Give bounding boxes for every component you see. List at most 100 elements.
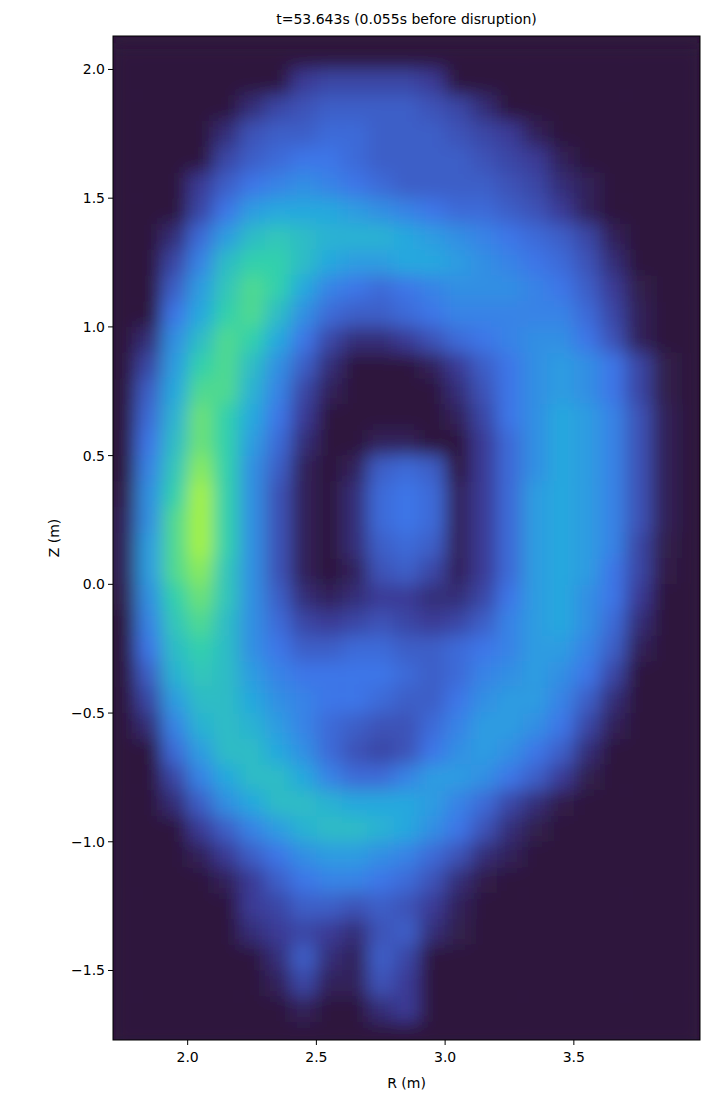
heatmap-cell [342, 533, 368, 559]
heatmap-cell [213, 533, 239, 559]
heatmap-cell [316, 507, 342, 533]
heatmap-cell [419, 970, 445, 996]
heatmap-cell [497, 198, 523, 224]
heatmap-cell [471, 790, 497, 816]
heatmap-cell [625, 172, 651, 198]
heatmap-cell [213, 507, 239, 533]
heatmap-cell [600, 69, 626, 95]
heatmap-cell [368, 610, 394, 636]
heatmap-cell [265, 404, 291, 430]
heatmap-cell [471, 945, 497, 971]
heatmap-cell [445, 507, 471, 533]
heatmap-cell [394, 584, 420, 610]
y-tick [108, 970, 113, 971]
heatmap-cell [136, 353, 162, 379]
heatmap-cell [342, 507, 368, 533]
plot-background [113, 36, 700, 1040]
heatmap-cell [368, 198, 394, 224]
heatmap-cell [445, 945, 471, 971]
heatmap-cell [162, 121, 188, 147]
heatmap-cell [368, 1022, 394, 1040]
heatmap-cell [497, 765, 523, 791]
heatmap-cell [522, 739, 548, 765]
heatmap-cell [574, 816, 600, 842]
heatmap-cell [265, 790, 291, 816]
heatmap-cell [445, 250, 471, 276]
heatmap-cell [574, 378, 600, 404]
heatmap-cell [548, 713, 574, 739]
heatmap-cell [600, 636, 626, 662]
heatmap-cell [113, 970, 137, 996]
heatmap-cell [625, 739, 651, 765]
heatmap-cell [113, 559, 137, 585]
heatmap-cell [265, 172, 291, 198]
heatmap-cell [239, 224, 265, 250]
heatmap-cell [188, 1022, 214, 1040]
heatmap-cell [368, 275, 394, 301]
heatmap-cell [600, 95, 626, 121]
heatmap-cell [548, 662, 574, 688]
heatmap-cell [136, 327, 162, 353]
heatmap-cell [471, 919, 497, 945]
heatmap-cell [291, 250, 317, 276]
heatmap-cell [394, 945, 420, 971]
heatmap-cell [471, 172, 497, 198]
heatmap-cell [574, 404, 600, 430]
heatmap-cell [188, 687, 214, 713]
heatmap-cell [113, 481, 137, 507]
heatmap-cell [162, 636, 188, 662]
heatmap-cell [471, 636, 497, 662]
heatmap-cell [548, 893, 574, 919]
heatmap-cell [342, 456, 368, 482]
heatmap-cell [113, 765, 137, 791]
heatmap-cell [522, 481, 548, 507]
heatmap-cell [162, 790, 188, 816]
heatmap-cell [651, 1022, 677, 1040]
heatmap-cell [136, 430, 162, 456]
heatmap-cell [265, 816, 291, 842]
heatmap-cell [548, 790, 574, 816]
heatmap-cell [522, 842, 548, 868]
heatmap-cell [445, 739, 471, 765]
heatmap-cell [265, 250, 291, 276]
heatmap-cell [342, 584, 368, 610]
heatmap-cell [497, 250, 523, 276]
heatmap-cell [600, 739, 626, 765]
heatmap-cell [316, 996, 342, 1022]
heatmap-cell [213, 996, 239, 1022]
heatmap-cell [419, 147, 445, 173]
heatmap-cell [316, 816, 342, 842]
heatmap-cells [113, 44, 700, 1040]
heatmap-cell [574, 919, 600, 945]
heatmap-cell [342, 790, 368, 816]
heatmap-cell [677, 662, 700, 688]
heatmap-cell [188, 172, 214, 198]
heatmap-cell [651, 996, 677, 1022]
heatmap-cell [600, 816, 626, 842]
heatmap-cell [213, 378, 239, 404]
heatmap-cell [497, 353, 523, 379]
heatmap-cell [291, 713, 317, 739]
heatmap-cell [522, 970, 548, 996]
heatmap-cell [497, 1022, 523, 1040]
heatmap-cell [497, 584, 523, 610]
heatmap-cell [419, 842, 445, 868]
heatmap-cell [497, 507, 523, 533]
heatmap-cell [188, 636, 214, 662]
heatmap-cell [522, 507, 548, 533]
heatmap-cell [342, 739, 368, 765]
heatmap-cell [316, 69, 342, 95]
heatmap-cell [600, 713, 626, 739]
heatmap-cell [162, 816, 188, 842]
heatmap-cell [497, 842, 523, 868]
heatmap-cell [239, 533, 265, 559]
heatmap-cell [522, 353, 548, 379]
heatmap-cell [419, 378, 445, 404]
heatmap-cell [368, 996, 394, 1022]
heatmap-cell [136, 610, 162, 636]
heatmap-cell [188, 842, 214, 868]
chart: 2.02.53.03.5−1.5−1.0−0.50.00.51.01.52.0t… [0, 0, 713, 1100]
heatmap-cell [651, 378, 677, 404]
heatmap-cell [136, 970, 162, 996]
heatmap-cell [342, 353, 368, 379]
